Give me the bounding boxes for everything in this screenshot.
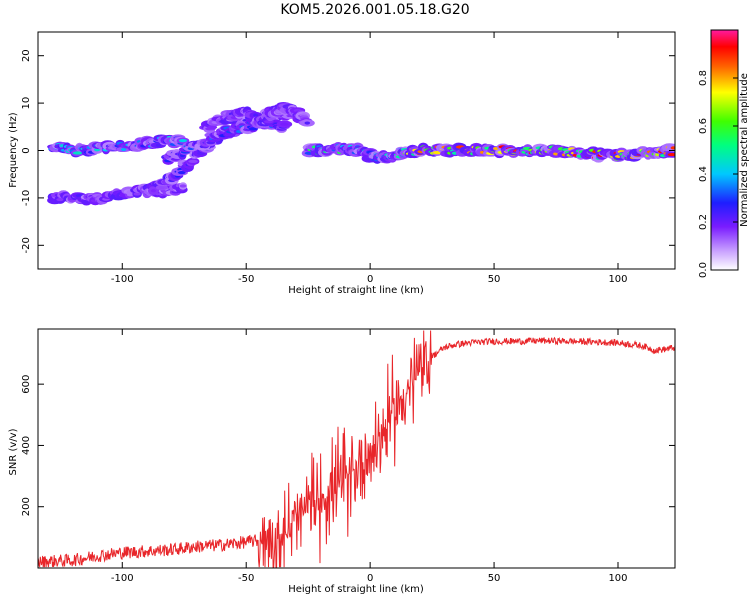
spectral-blob-core [177,171,186,175]
spectral-blob-core [188,159,198,163]
snr-y-tick-label: 600 [21,375,32,394]
colorbar-tick-label: 0.6 [698,118,709,134]
snr-x-label: Height of straight line (km) [288,584,424,595]
spectrogram-y-tick-label: 0 [21,147,32,153]
snr-y-tick-label: 400 [21,436,32,455]
spectrogram-x-tick-label: 50 [488,274,501,285]
spectral-blob-core [670,146,675,150]
snr-x-tick-label: 0 [367,573,373,584]
spectrogram-y-tick-label: 20 [21,49,32,62]
snr-y-tick-label: 200 [21,497,32,516]
spectral-blob-core [150,189,156,193]
spectral-blob-core [121,147,127,152]
snr-panel: -100 -50 0 50 100 200 400 600 Height of straigh… [8,328,676,595]
spectrogram-y-tick-label: 10 [21,97,32,110]
spectrogram-x-tick-label: -100 [111,274,134,285]
snr-x-tick-label: -50 [238,573,254,584]
snr-x-tick-label: 100 [608,573,627,584]
spectrogram-x-label: Height of straight line (km) [288,285,424,296]
spectral-ridge-7 [399,142,675,163]
spectrogram-y-tick-label: -20 [21,237,32,253]
spectrogram-x-tick-label: -50 [238,274,254,285]
colorbar: 0.0 0.2 0.4 0.6 0.8 Normalized spectral ampl… [698,29,750,278]
colorbar-tick-label: 0.0 [698,262,709,278]
snr-x-tick-label: -100 [111,573,134,584]
spectral-ridge-1 [47,182,188,206]
spectrogram-x-tick-label: 100 [608,274,627,285]
colorbar-tick-label: 0.8 [698,70,709,86]
spectrogram-y-label: Frequency (Hz) [8,112,19,188]
snr-frame [37,328,676,569]
snr-series-line [38,330,675,568]
spectral-blob-core [72,151,83,155]
spectral-blob-core [155,143,162,147]
spectral-blob-core [667,152,675,157]
spectral-blob-core [253,113,259,117]
spectral-blob-core [179,184,187,188]
spectral-blob-core [304,121,311,125]
spectral-blob-core [207,125,218,130]
snr-y-label: SNR (v/v) [8,428,19,475]
spectral-blob-core [178,138,188,143]
spectral-blob-core [280,122,289,126]
chart-title: KOM5.2026.001.05.18.G20 [280,2,470,18]
spectral-ridge-5 [199,102,315,134]
spectral-blob-core [133,192,141,196]
spectral-ridge-6 [301,142,412,164]
spectrogram-x-tick-label: 0 [367,274,373,285]
colorbar-label: Normalized spectral amplitude [739,73,750,227]
spectrogram-y-tick-label: -10 [21,190,32,206]
spectral-ridge-2 [47,134,190,158]
colorbar-tick-label: 0.2 [698,214,709,230]
spectral-blob-core [159,185,165,190]
colorbar-scale [710,29,739,271]
colorbar-tick-label: 0.4 [698,166,709,182]
snr-x-tick-label: 50 [488,573,501,584]
spectral-blob-core [56,197,64,202]
